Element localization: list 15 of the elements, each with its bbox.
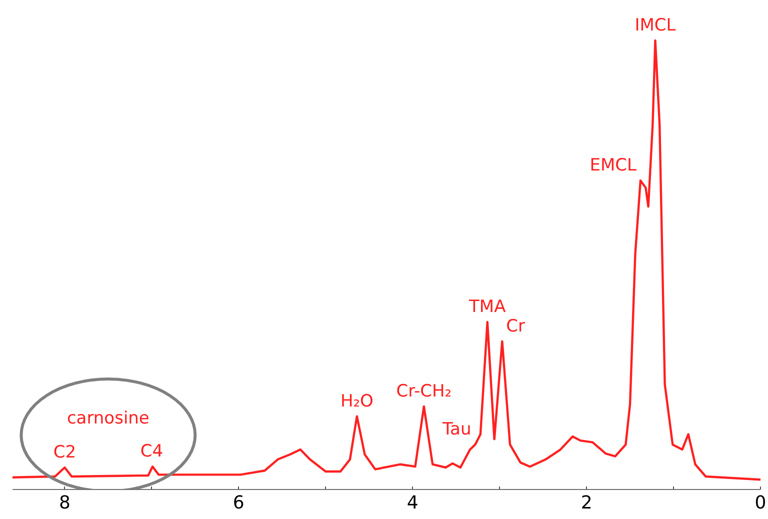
annotation: carnosine <box>66 408 150 429</box>
annotation: TMA <box>468 296 506 317</box>
x-tick-label: 8 <box>58 492 70 514</box>
annotation: Cr-CH₂ <box>396 381 452 402</box>
annotation: C4 <box>140 442 164 462</box>
x-tick-label: 6 <box>232 492 244 514</box>
annotation: Tau <box>441 420 472 440</box>
x-tick-label: 4 <box>406 492 418 514</box>
x-tick-label: 2 <box>580 492 592 514</box>
annotation: IMCL <box>634 15 676 36</box>
annotation: EMCL <box>590 156 637 176</box>
annotation: C2 <box>53 442 76 462</box>
annotation: H₂O <box>340 391 374 412</box>
annotation: Cr <box>506 316 526 336</box>
x-tick-label: 0 <box>754 492 766 514</box>
